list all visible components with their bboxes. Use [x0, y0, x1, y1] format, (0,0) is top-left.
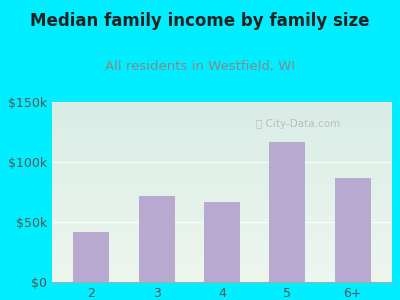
- Bar: [139, 196, 174, 282]
- Text: ⌕ City-Data.com: ⌕ City-Data.com: [256, 118, 340, 129]
- Bar: [204, 202, 240, 282]
- Bar: [270, 142, 305, 282]
- Text: All residents in Westfield, WI: All residents in Westfield, WI: [105, 60, 295, 73]
- Text: Median family income by family size: Median family income by family size: [30, 12, 370, 30]
- Bar: [73, 232, 109, 282]
- Bar: [335, 178, 371, 282]
